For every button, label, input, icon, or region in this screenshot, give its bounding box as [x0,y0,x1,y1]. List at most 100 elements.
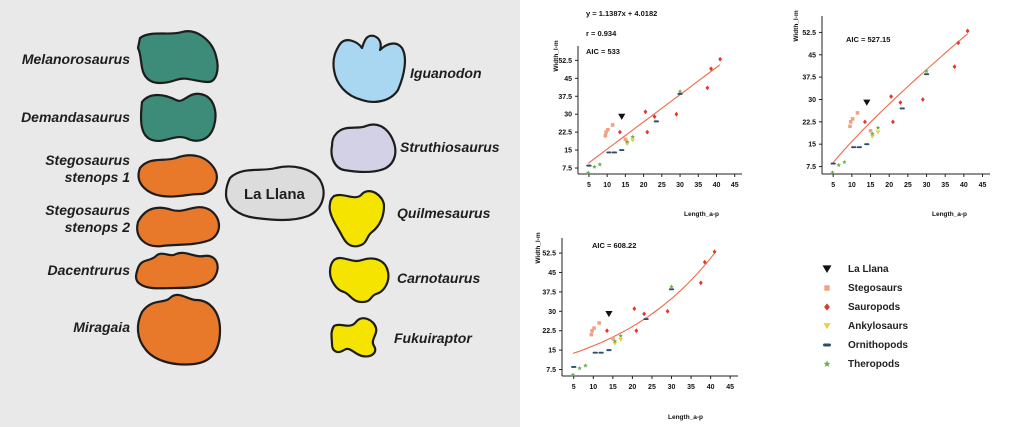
legend-marker-la-llana [822,265,832,274]
legend-label-la-llana: La Llana [848,264,889,275]
point-sauropods [632,306,637,312]
point-stegosaurs [606,127,610,132]
legend-item-sauropods: Sauropods [820,300,1000,319]
point-ornithopods [606,151,612,154]
annotation-1: r = 0.934 [586,29,617,38]
point-theropods [875,125,881,130]
label-stegosaurus-stenops-1: Stegosaurus stenops 1 [45,152,130,185]
y-tick-label: 22.5 [802,119,816,126]
x-tick-label: 30 [923,182,931,189]
point-stegosaurs [597,321,601,325]
y-tick-label: 37.5 [802,75,816,82]
point-ornithopods [586,164,592,167]
point-ornithopods [611,151,618,154]
x-tick-label: 5 [572,384,576,391]
label-fukuiraptor: Fukuiraptor [394,330,472,346]
y-tick-label: 37.5 [558,94,572,101]
y-tick-label: 22.5 [542,328,556,335]
legend-swatch-theropods [823,360,831,367]
legend-marker-ornithopods [823,343,831,347]
legend-label-sauropods: Sauropods [848,302,901,313]
legend-label-theropods: Theropods [848,359,900,370]
point-stegosaurs [850,117,855,121]
point-sauropods [863,119,867,125]
iguanodon-footprint [332,34,407,103]
legend-marker-stegosaurs [824,285,830,291]
point-stegosaurs [590,328,594,333]
point-ankylosaurs [630,138,636,143]
point-ornithopods [677,92,683,95]
x-tick-label: 5 [831,182,835,189]
x-tick-label: 35 [687,384,695,391]
x-tick-label: 25 [648,384,656,391]
x-tick-label: 45 [979,182,987,189]
fukuiraptor-footprint [330,317,378,358]
x-tick-label: 30 [668,384,676,391]
point-ankylosaurs [875,130,881,135]
point-theropods [597,162,603,167]
point-ornithopods [653,120,659,123]
y-tick-label: 7.5 [806,164,816,171]
point-theropods [612,338,618,343]
y-tick-label: 7.5 [562,166,572,173]
stegosaurus-stenops-1-footprint [137,154,218,198]
legend-item-ankylosaurs: Ankylosaurs [820,319,1000,338]
legend-label-stegosaurs: Stegosaurs [848,283,903,294]
legend-item-theropods: Theropods [820,357,1000,376]
y-tick-label: 45 [548,270,556,277]
x-tick-label: 10 [589,384,597,391]
legend-item-ornithopods: Ornithopods [820,338,1000,357]
point-ornithopods [830,162,836,165]
point-stegosaurs [603,133,608,138]
legend-swatch-stegosaurs [824,285,830,291]
x-tick-label: 40 [707,384,715,391]
y-tick-label: 52.5 [802,30,816,37]
point-ornithopods [668,288,675,291]
la-llana-footprint [224,165,325,222]
label-melanorosaurus: Melanorosaurus [21,51,130,67]
point-theropods [870,131,875,136]
x-tick-label: 35 [694,182,702,189]
x-tick-label: 30 [676,182,684,189]
y-tick-label: 30 [564,112,572,119]
scatter-chart-linear: 5 10 15 20 25 30 35 40 45 7.5 15 22.5 30 37.5 45 52.5Wi… [553,9,742,218]
chart-legend: La Llana Stegosaurs Sauropods Ankylosaurs Or… [820,262,1000,376]
y-axis-label: Width_l-m [535,232,542,264]
point-theropods [618,333,623,338]
point-theropods [842,159,847,165]
legend-swatch-sauropods [824,303,830,311]
point-stegosaurs [604,130,608,134]
y-tick-label: 52.5 [558,58,572,65]
label-quilmesaurus: Quilmesaurus [397,205,491,221]
x-tick-label: 35 [941,182,949,189]
label-stegosaurus-stenops-2: Stegosaurus stenops 2 [45,202,130,235]
point-sauropods [712,249,717,255]
point-stegosaurs [623,137,628,142]
point-sauropods [891,119,895,125]
demandasaurus-footprint [139,92,217,142]
point-theropods [677,89,683,94]
annotation-2: AIC = 533 [586,47,620,56]
annotation-0: AIC = 527.15 [846,35,890,44]
scatter-chart-exponential: 5 10 15 20 25 30 35 40 45 7.5 15 22.5 30 37.5 45 52.5Wi… [535,232,738,421]
legend-swatch-ornithopods [823,343,831,347]
point-sauropods [889,94,893,99]
point-sauropods [645,129,650,135]
point-sauropods [652,114,657,119]
annotation-0: AIC = 608.22 [592,241,636,250]
legend-label-ankylosaurs: Ankylosaurs [848,321,909,332]
legend-swatch-la-llana [822,265,832,274]
point-stegosaurs [855,111,860,115]
point-sauropods [617,129,622,135]
legend-marker-sauropods [824,303,830,311]
legend-item-la-llana: La Llana [820,262,1000,281]
point-sauropods [674,111,679,117]
point-ornithopods [592,351,598,354]
miragaia-footprint [136,293,222,366]
x-tick-label: 5 [587,182,591,189]
point-ornithopods [864,143,870,146]
x-tick-label: 40 [960,182,968,189]
x-tick-label: 10 [848,182,856,189]
point-sauropods [705,85,710,91]
point-stegosaurs [589,332,594,337]
